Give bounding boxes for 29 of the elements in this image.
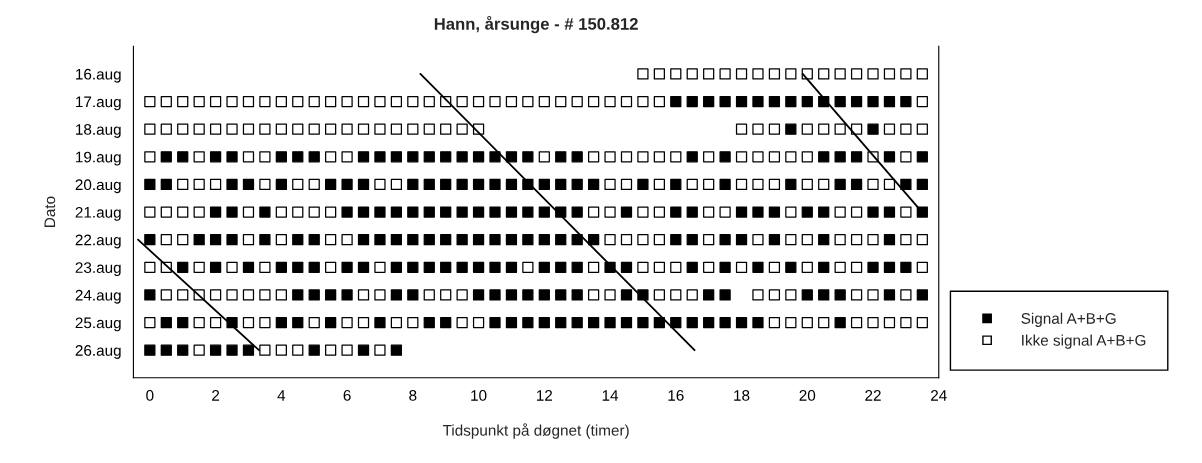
y-tick-label: 19.aug — [76, 151, 121, 166]
x-tick-label: 12 — [536, 390, 553, 401]
legend-label: Ikke signal A+B+G — [1022, 334, 1146, 349]
y-tick-label: 23.aug — [75, 262, 121, 277]
x-tick-label: 18 — [734, 390, 750, 401]
y-tick-label: 22.aug — [75, 234, 121, 249]
x-tick-label: 2 — [212, 390, 220, 401]
x-axis-title: Tidspunkt på døgnet (timer) — [442, 423, 629, 439]
legend-label: Signal A+B+G — [1021, 312, 1116, 327]
x-tick-label: 10 — [471, 390, 487, 401]
x-tick-label: 14 — [602, 390, 619, 401]
x-tick-label: 0 — [146, 390, 154, 401]
x-tick-label: 24 — [931, 390, 947, 401]
x-tick-label: 22 — [865, 390, 881, 401]
x-tick-label: 8 — [409, 390, 417, 401]
y-tick-label: 18.aug — [76, 124, 121, 138]
y-tick-label: 21.aug — [75, 206, 121, 221]
y-tick-label: 26.aug — [75, 345, 121, 359]
x-tick-label: 6 — [343, 390, 351, 401]
y-axis-title: Dato — [44, 196, 56, 227]
y-tick-label: 20.aug — [75, 179, 121, 194]
y-tick-label: 24.aug — [75, 289, 121, 304]
x-tick-label: 20 — [799, 390, 816, 401]
chart-title: Hann, årsunge - # 150.812 — [434, 15, 638, 34]
x-tick-label: 16 — [668, 390, 684, 401]
y-tick-label: 16.aug — [76, 68, 121, 83]
y-tick-label: 17.aug — [76, 96, 121, 111]
y-tick-label: 25.aug — [75, 317, 121, 332]
x-tick-label: 4 — [277, 390, 286, 401]
